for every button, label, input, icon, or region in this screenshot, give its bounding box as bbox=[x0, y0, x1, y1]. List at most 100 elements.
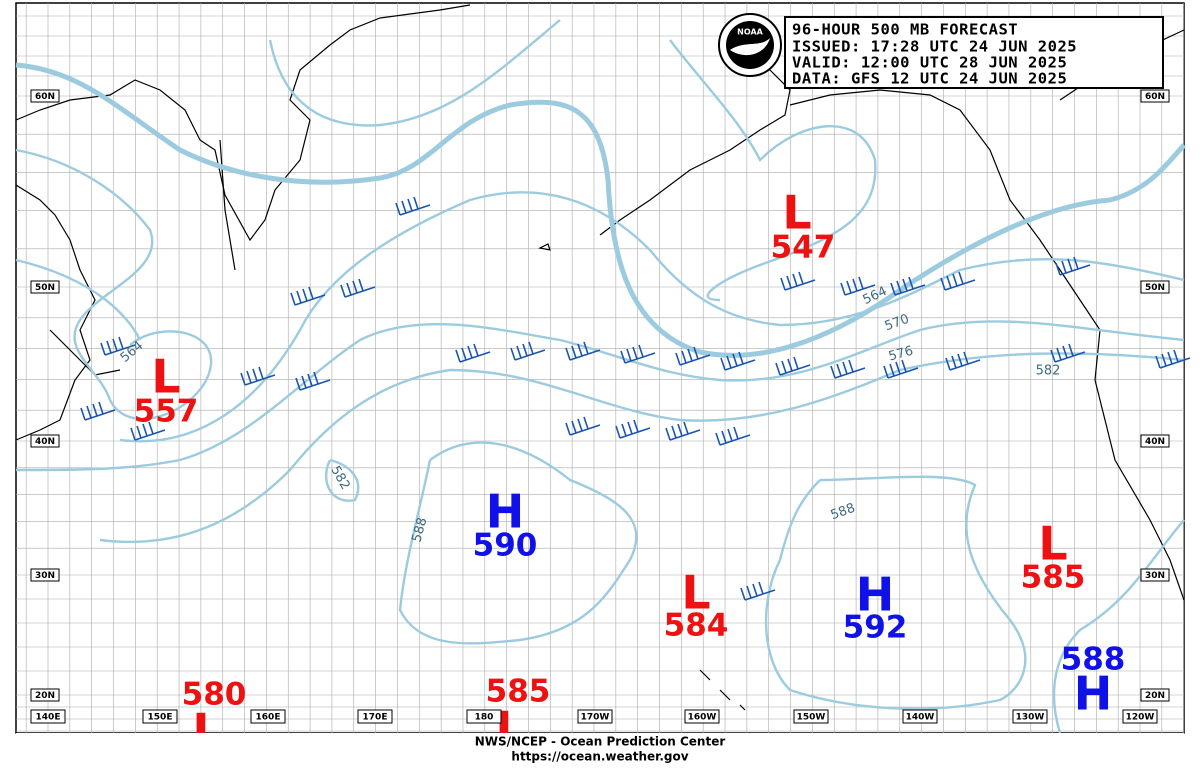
barb-feather bbox=[258, 366, 264, 380]
barb-feather bbox=[571, 345, 577, 359]
barb-feather bbox=[721, 430, 727, 444]
barb-feather bbox=[633, 419, 639, 433]
lat-label: 60N bbox=[35, 92, 55, 102]
lat-label-box bbox=[1140, 434, 1170, 448]
barb-feather bbox=[98, 401, 104, 415]
barb-staff bbox=[459, 351, 491, 363]
barb-staff bbox=[944, 279, 976, 291]
barb-feather bbox=[100, 342, 106, 356]
coastlines bbox=[15, 4, 1185, 711]
barb-feather bbox=[1161, 353, 1167, 367]
barb-feather bbox=[627, 421, 633, 435]
barb-feather bbox=[793, 356, 799, 370]
barb-feather bbox=[565, 347, 571, 361]
lat-label: 40N bbox=[35, 437, 55, 447]
header-issued: ISSUED: 17:28 UTC 24 JUN 2025 bbox=[792, 38, 1077, 56]
contour-label: 582 bbox=[1036, 364, 1061, 379]
barb-feather bbox=[738, 351, 744, 365]
barb-feather bbox=[740, 587, 746, 601]
contour-label: 576 bbox=[887, 344, 915, 365]
bottom-mask bbox=[16, 733, 1184, 764]
barb-feather bbox=[665, 427, 671, 441]
barb-feather bbox=[130, 427, 136, 441]
noaa-logo-text: NOAA bbox=[737, 28, 763, 37]
barb-feather bbox=[112, 338, 118, 352]
barb-staff bbox=[779, 364, 811, 376]
footer-line: NWS/NCEP - Ocean Prediction Center bbox=[475, 735, 726, 749]
barb-feather bbox=[86, 405, 92, 419]
lat-label: 30N bbox=[35, 571, 55, 581]
high-symbol: H bbox=[1074, 667, 1113, 721]
lon-label: 180 bbox=[475, 713, 494, 723]
lon-label-box bbox=[684, 709, 720, 724]
barb-feather bbox=[902, 278, 908, 292]
barb-feather bbox=[290, 292, 296, 306]
barb-feather bbox=[413, 196, 419, 210]
low-value: 585 bbox=[486, 674, 551, 710]
lon-label: 150W bbox=[797, 713, 826, 723]
barb-feather bbox=[677, 423, 683, 437]
barb-feather bbox=[733, 426, 739, 440]
barb-feather bbox=[571, 420, 577, 434]
contour-label: 588 bbox=[410, 516, 431, 544]
barb-staff bbox=[1059, 264, 1091, 276]
barb-feather bbox=[313, 371, 319, 385]
barb-feather bbox=[1055, 262, 1061, 276]
lon-label-box bbox=[250, 709, 286, 724]
coordinate-labels: 60N 60N 50N 50N 40N 40N 30N 30N 20N 20N 140E 150E 16… bbox=[30, 89, 1170, 724]
lon-label: 160W bbox=[688, 713, 717, 723]
low-symbol: L bbox=[681, 566, 710, 620]
barb-feather bbox=[308, 286, 314, 300]
barb-staff bbox=[84, 409, 116, 421]
barb-feather bbox=[883, 365, 889, 379]
barb-feather bbox=[901, 359, 907, 373]
low-value: 585 bbox=[1021, 560, 1086, 596]
low-symbol: L bbox=[782, 186, 811, 240]
lon-label-box bbox=[1012, 709, 1048, 724]
barb-feather bbox=[395, 202, 401, 216]
barb-feather bbox=[683, 421, 689, 435]
barb-feather bbox=[830, 365, 836, 379]
barb-feather bbox=[358, 278, 364, 292]
barb-feather bbox=[681, 350, 687, 364]
lat-label-box bbox=[1140, 89, 1170, 103]
barb-feather bbox=[720, 357, 726, 371]
barb-feather bbox=[852, 278, 858, 292]
barb-feather bbox=[781, 360, 787, 374]
lat-label-box bbox=[30, 280, 60, 294]
barb-feather bbox=[842, 361, 848, 375]
barb-feather bbox=[1167, 351, 1173, 365]
barb-feather bbox=[895, 361, 901, 375]
barb-feather bbox=[908, 276, 914, 290]
barb-feather bbox=[752, 583, 758, 597]
barb-feather bbox=[1067, 258, 1073, 272]
barb-staff bbox=[719, 434, 751, 446]
barb-feather bbox=[1155, 355, 1161, 369]
barb-staff bbox=[569, 424, 601, 436]
barb-feather bbox=[746, 585, 752, 599]
barb-feather bbox=[896, 280, 902, 294]
barb-feather bbox=[675, 352, 681, 366]
lon-label-box bbox=[793, 709, 829, 724]
low-symbol: L bbox=[1038, 517, 1067, 571]
barb-feather bbox=[1061, 260, 1067, 274]
barb-feather bbox=[621, 423, 627, 437]
lat-label-box bbox=[30, 89, 60, 103]
barb-staff bbox=[894, 284, 926, 296]
barb-feather bbox=[467, 345, 473, 359]
barb-staff bbox=[399, 204, 431, 216]
barb-staff bbox=[724, 359, 756, 371]
lon-label-box bbox=[902, 709, 938, 724]
lon-label: 170E bbox=[363, 713, 388, 723]
barb-feather bbox=[307, 373, 313, 387]
header-valid: VALID: 12:00 UTC 28 JUN 2025 bbox=[792, 54, 1067, 72]
barb-feather bbox=[407, 198, 413, 212]
barb-feather bbox=[340, 284, 346, 298]
barb-feather bbox=[240, 372, 246, 386]
barb-staff bbox=[844, 284, 876, 296]
barb-feather bbox=[940, 277, 946, 291]
barb-feather bbox=[510, 347, 516, 361]
lon-label-box bbox=[357, 709, 393, 724]
barb-feather bbox=[945, 357, 951, 371]
